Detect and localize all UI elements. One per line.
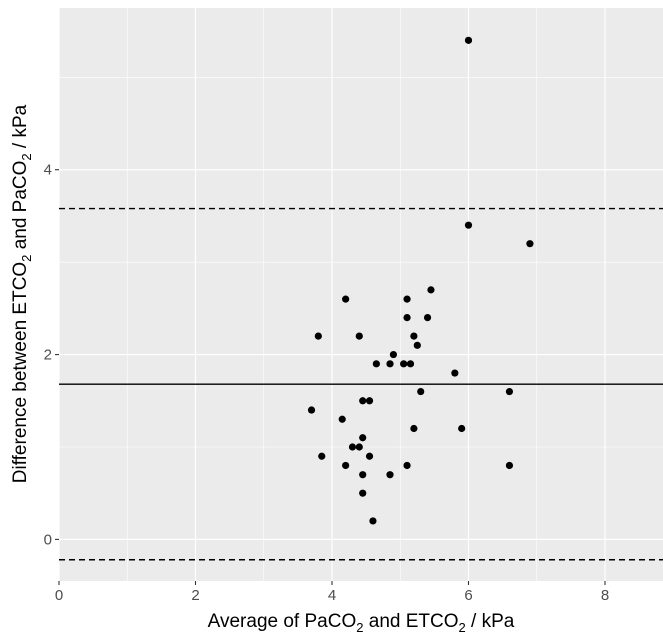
y-tick-label: 0 [44,531,52,548]
data-point [386,360,394,368]
x-axis-title: Average of PaCO2 and ETCO2 / kPa [208,611,515,635]
axis-ticks [55,169,606,585]
data-point [464,36,473,44]
data-point [359,434,367,442]
data-point [451,369,459,377]
data-point [372,360,380,368]
data-point [369,517,377,525]
data-point [427,286,435,294]
data-point [413,341,421,349]
data-point [423,314,432,322]
x-tick-label: 2 [191,587,199,604]
x-tick-label: 6 [464,587,472,604]
data-point [355,332,363,340]
data-point [403,461,411,470]
data-point [526,240,534,248]
data-points [307,36,534,525]
data-point [365,397,374,405]
data-point [505,461,514,470]
data-point [342,295,350,303]
data-point [359,471,367,479]
data-point [359,489,367,497]
data-point [342,461,350,470]
data-point [389,350,398,359]
data-point [348,443,357,451]
data-point [410,424,418,433]
tick-labels: 0 2 4 6 8 0 2 4 [44,162,610,604]
data-point [365,452,374,460]
reference-lines [59,207,663,561]
minor-gridlines [59,8,663,581]
y-axis-title: Difference between ETCO2 and PaCO2 / kPa [10,104,34,483]
x-tick-label: 8 [601,587,609,604]
major-gridlines [58,8,663,581]
data-point [386,471,394,479]
data-point [417,387,425,396]
data-point [505,387,514,396]
y-tick-label: 2 [44,347,52,364]
data-point [355,443,363,451]
data-point [464,221,473,229]
x-tick-label: 4 [328,587,336,604]
x-tick-label: 0 [55,587,63,604]
data-point [400,360,408,368]
data-point [314,332,322,340]
data-point [318,452,326,460]
y-tick-label: 4 [44,162,52,179]
data-point [403,295,411,303]
data-point [410,332,418,340]
data-point [338,415,346,423]
data-point [307,406,316,414]
panel-background [59,8,663,581]
data-point [359,397,367,405]
data-point [458,424,466,433]
data-point [406,360,415,368]
data-point [403,314,411,322]
